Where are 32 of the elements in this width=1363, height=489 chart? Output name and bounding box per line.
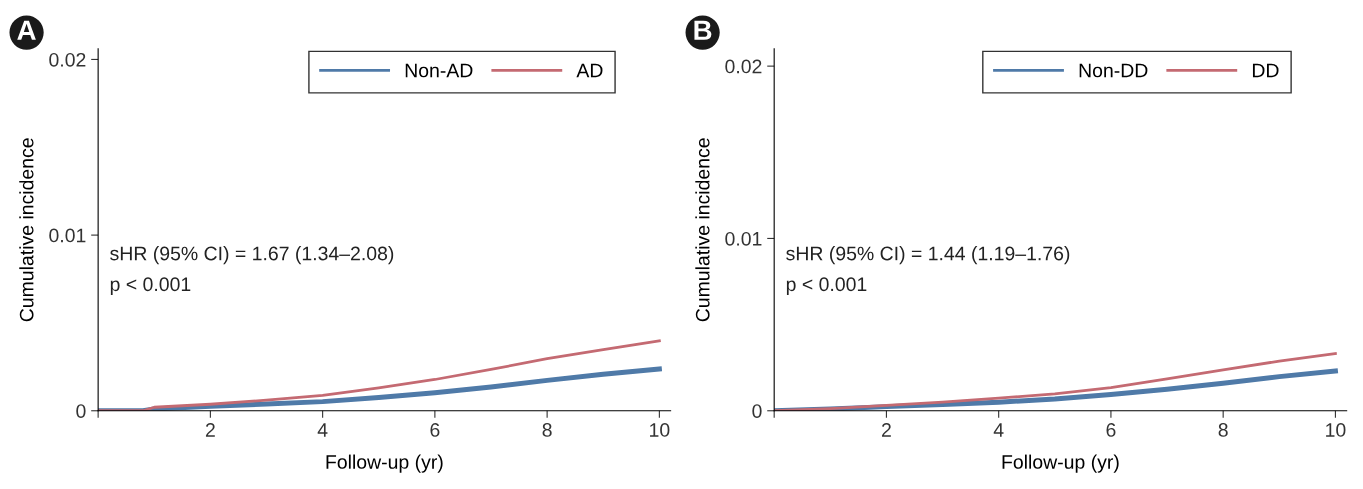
annotation: sHR (95% CI) = 1.44 (1.19–1.76)	[786, 246, 1070, 265]
x-tick-label: 2	[882, 423, 891, 437]
x-tick-label: 2	[205, 423, 215, 437]
text: A	[17, 20, 36, 40]
annotation: p < 0.001	[786, 277, 867, 295]
legend-label: DD	[1252, 63, 1279, 78]
x-tick-label: 4	[317, 423, 328, 437]
y-tick-label: 0	[76, 404, 86, 418]
y-tick-label: 0.01	[49, 228, 86, 243]
y-tick-label: 0.01	[725, 231, 762, 246]
annotation: sHR (95% CI) = 1.67 (1.34–2.08)	[110, 246, 394, 265]
legend-label: AD	[576, 63, 603, 78]
x-tick-label: 6	[1106, 423, 1116, 437]
x-tick-label: 10	[1326, 423, 1346, 437]
legend-label: Non-DD	[1079, 63, 1148, 78]
y-axis-title: Cumulative incidence	[19, 138, 34, 322]
text: B	[694, 20, 712, 40]
x-axis-title: Follow-up (yr)	[1002, 454, 1119, 473]
x-axis-title: Follow-up (yr)	[326, 454, 443, 473]
line-series	[98, 339, 661, 411]
x-tick-label: 8	[542, 423, 552, 437]
x-tick-label: 4	[993, 423, 1004, 437]
y-tick-label: 0.02	[725, 59, 762, 74]
y-tick-label: 0.02	[49, 52, 86, 67]
x-tick-label: 6	[430, 423, 440, 437]
annotation: p < 0.001	[110, 277, 191, 295]
y-tick-label: 0	[752, 404, 762, 418]
line-series	[774, 352, 1337, 411]
x-tick-label: 8	[1218, 423, 1228, 437]
x-tick-label: 10	[650, 423, 670, 437]
y-axis-title: Cumulative incidence	[695, 138, 710, 322]
legend-label: Non-AD	[405, 63, 473, 78]
